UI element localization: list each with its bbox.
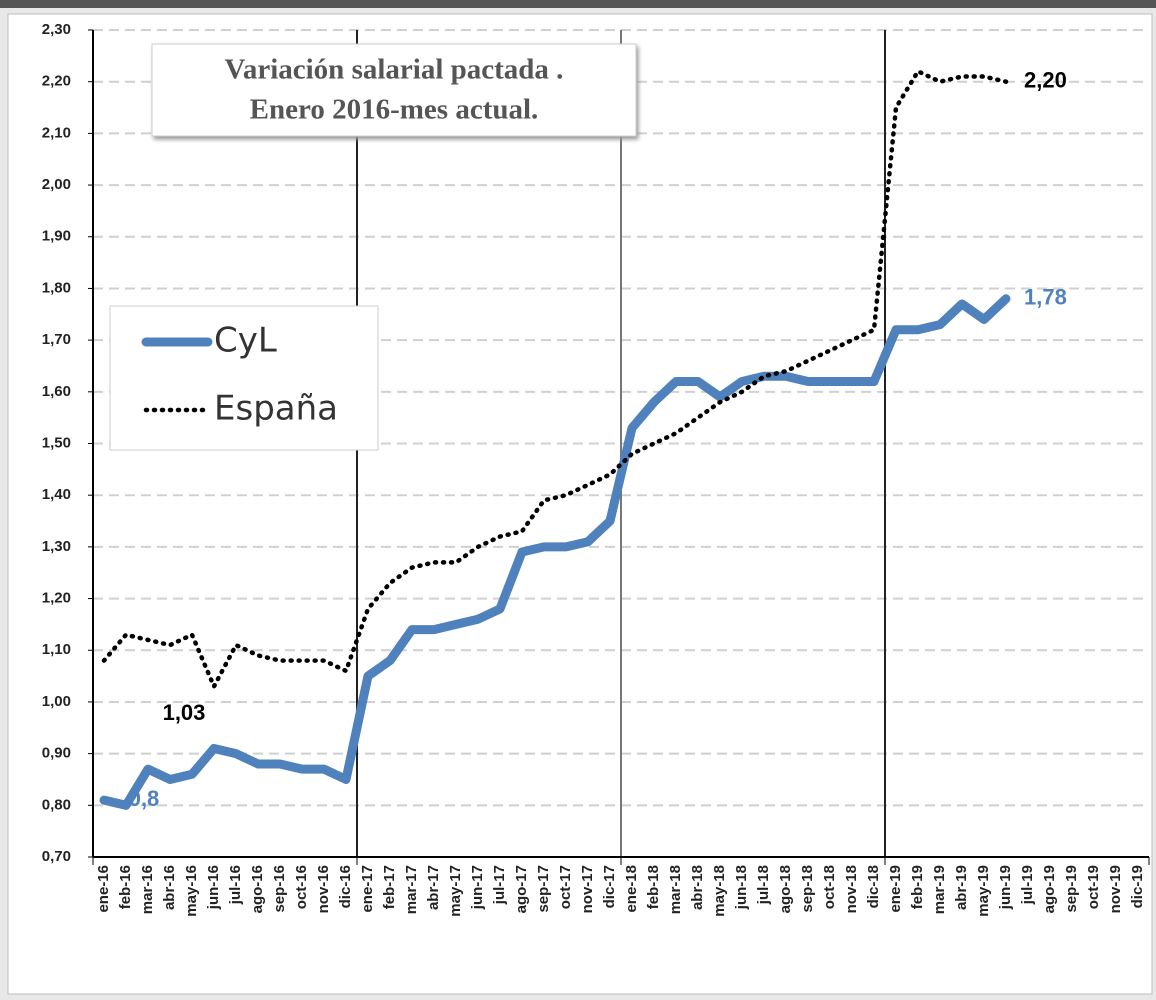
x-tick-label: sep-18 bbox=[799, 865, 816, 913]
x-tick-label: ago-17 bbox=[513, 865, 530, 913]
y-tick-label: 2,10 bbox=[42, 124, 71, 141]
y-tick-label: 1,00 bbox=[42, 693, 71, 710]
x-tick-label: ene-17 bbox=[359, 865, 376, 913]
chart-title: Enero 2016-mes actual. bbox=[250, 94, 539, 126]
x-tick-label: mar-18 bbox=[667, 865, 684, 914]
x-tick-label: oct-19 bbox=[1085, 865, 1102, 909]
x-tick-label: ago-16 bbox=[249, 865, 266, 913]
y-tick-label: 1,10 bbox=[42, 641, 71, 658]
x-tick-label: jul-19 bbox=[1019, 865, 1036, 905]
x-tick-label: oct-18 bbox=[821, 865, 838, 909]
x-tick-label: abr-18 bbox=[689, 865, 706, 910]
x-tick-label: ene-18 bbox=[623, 865, 640, 913]
legend bbox=[109, 305, 379, 451]
y-tick-label: 0,70 bbox=[42, 848, 71, 865]
x-tick-label: ago-19 bbox=[1041, 865, 1058, 913]
x-tick-label: oct-16 bbox=[293, 865, 310, 909]
x-tick-label: sep-17 bbox=[535, 865, 552, 913]
x-tick-label: jul-18 bbox=[755, 865, 772, 905]
y-tick-label: 2,30 bbox=[42, 21, 71, 38]
data-label: 1,78 bbox=[1024, 285, 1067, 310]
data-label: 1,03 bbox=[163, 700, 206, 725]
y-tick-label: 0,80 bbox=[42, 796, 71, 813]
x-tick-label: jul-16 bbox=[227, 865, 244, 905]
y-tick-label: 1,80 bbox=[42, 279, 71, 296]
y-tick-label: 0,90 bbox=[42, 745, 71, 762]
x-tick-label: nov-18 bbox=[843, 865, 860, 913]
x-tick-label: mar-17 bbox=[403, 865, 420, 914]
x-tick-label: jun-18 bbox=[733, 865, 750, 910]
x-tick-label: jun-19 bbox=[997, 865, 1014, 910]
data-label: 2,20 bbox=[1024, 68, 1067, 93]
x-tick-label: nov-17 bbox=[579, 865, 596, 913]
y-tick-label: 2,20 bbox=[42, 73, 71, 90]
x-tick-label: may-16 bbox=[183, 865, 200, 917]
y-tick-label: 1,60 bbox=[42, 383, 71, 400]
x-tick-label: ene-19 bbox=[887, 865, 904, 913]
x-tick-label: feb-19 bbox=[909, 865, 926, 909]
x-tick-label: dic-19 bbox=[1129, 865, 1146, 908]
x-tick-label: mar-19 bbox=[931, 865, 948, 914]
x-tick-label: may-18 bbox=[711, 865, 728, 917]
y-tick-label: 1,50 bbox=[42, 434, 71, 451]
x-tick-label: dic-17 bbox=[601, 865, 618, 908]
x-tick-label: jun-16 bbox=[205, 865, 222, 910]
x-tick-label: may-19 bbox=[975, 865, 992, 917]
x-tick-label: feb-17 bbox=[381, 865, 398, 909]
x-tick-label: dic-16 bbox=[337, 865, 354, 908]
legend-label: España bbox=[214, 389, 338, 429]
x-tick-label: abr-16 bbox=[161, 865, 178, 910]
x-tick-label: may-17 bbox=[447, 865, 464, 917]
x-tick-label: sep-19 bbox=[1063, 865, 1080, 913]
y-tick-label: 1,40 bbox=[42, 486, 71, 503]
x-tick-label: abr-19 bbox=[953, 865, 970, 910]
chart-area bbox=[7, 13, 1153, 995]
plot: 0,70 0,80 0,90 1,00 1,10 1,20 1,30 1,40 1,50 1,60… bbox=[42, 21, 1150, 917]
y-tick-label: 1,30 bbox=[42, 538, 71, 555]
series-line bbox=[99, 294, 1011, 810]
x-tick-label: ago-18 bbox=[777, 865, 794, 913]
legend-label: CyL bbox=[214, 321, 277, 361]
series-line bbox=[101, 69, 1009, 689]
x-tick-label: oct-17 bbox=[557, 865, 574, 909]
x-tick-label: feb-18 bbox=[645, 865, 662, 909]
x-tick-label: sep-16 bbox=[271, 865, 288, 913]
top-border bbox=[0, 0, 1156, 8]
x-tick-label: jul-17 bbox=[491, 865, 508, 905]
x-tick-label: dic-18 bbox=[865, 865, 882, 908]
x-tick-label: jun-17 bbox=[469, 865, 486, 910]
y-tick-label: 1,20 bbox=[42, 590, 71, 607]
x-tick-label: nov-16 bbox=[315, 865, 332, 913]
y-tick-label: 1,70 bbox=[42, 331, 71, 348]
x-tick-label: nov-19 bbox=[1107, 865, 1124, 913]
x-tick-label: feb-16 bbox=[117, 865, 134, 909]
x-tick-label: abr-17 bbox=[425, 865, 442, 910]
x-tick-label: mar-16 bbox=[139, 865, 156, 914]
title-box bbox=[151, 43, 637, 137]
y-tick-label: 1,90 bbox=[42, 228, 71, 245]
chart-title: Variación salarial pactada . bbox=[225, 54, 564, 86]
x-tick-label: ene-16 bbox=[95, 865, 112, 913]
y-tick-label: 2,00 bbox=[42, 176, 71, 193]
data-label: 0,8 bbox=[129, 786, 160, 811]
